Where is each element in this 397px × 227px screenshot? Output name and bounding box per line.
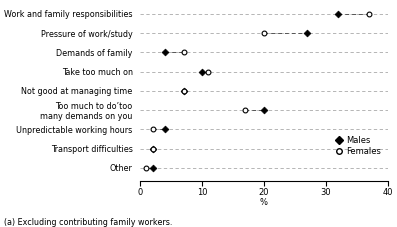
Point: [304, 31, 310, 35]
Point: [180, 89, 187, 93]
Point: [335, 12, 341, 16]
Point: [150, 147, 156, 151]
Point: [150, 128, 156, 131]
Point: [180, 89, 187, 93]
Point: [162, 50, 168, 54]
Point: [199, 70, 205, 73]
Legend: Males, Females: Males, Females: [333, 133, 384, 158]
Point: [162, 128, 168, 131]
Text: (a) Excluding contributing family workers.: (a) Excluding contributing family worker…: [4, 218, 172, 227]
Point: [150, 147, 156, 151]
Point: [150, 166, 156, 170]
Point: [205, 70, 212, 73]
Point: [261, 108, 267, 112]
X-axis label: %: %: [260, 198, 268, 207]
Point: [143, 166, 150, 170]
Point: [261, 31, 267, 35]
Point: [180, 50, 187, 54]
Point: [242, 108, 249, 112]
Point: [366, 12, 372, 16]
